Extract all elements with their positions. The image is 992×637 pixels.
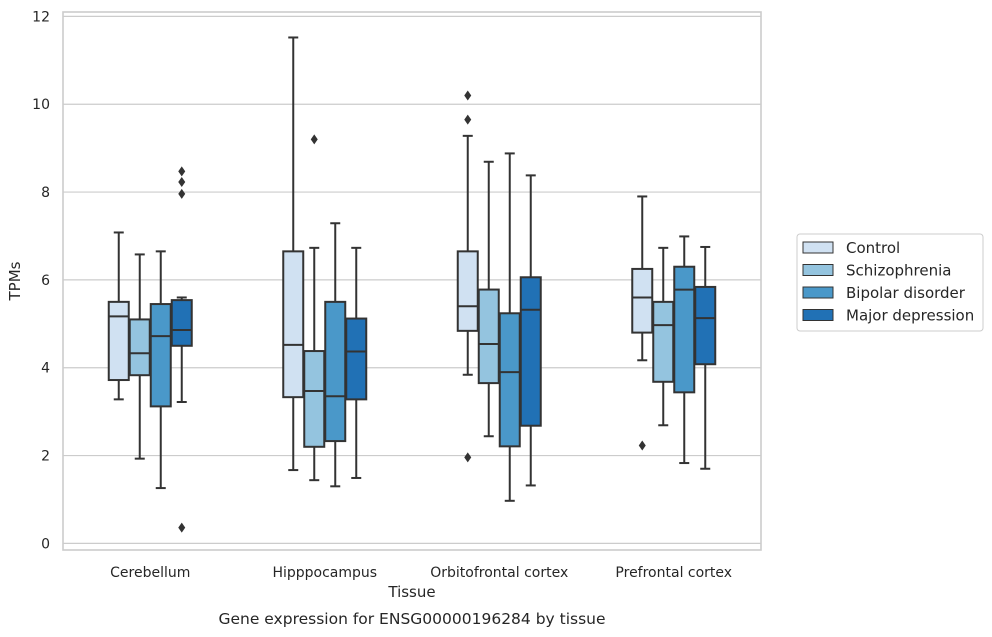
iqr-box <box>673 265 696 394</box>
iqr-box <box>128 318 151 377</box>
plot-background <box>63 12 761 550</box>
y-gridlines <box>63 15 761 545</box>
iqr-box <box>324 300 347 443</box>
box-control <box>631 195 654 451</box>
legend-label: Bipolar disorder <box>846 284 966 302</box>
y-tick-label: 0 <box>41 536 50 552</box>
legend-swatch <box>802 241 834 254</box>
iqr-box <box>107 300 130 382</box>
box-major-depression <box>345 246 368 479</box>
iqr-box <box>477 288 500 385</box>
iqr-box <box>498 312 521 448</box>
x-tick-labels: Cerebellum Hipppocampus Orbitofrontal cort… <box>110 565 732 581</box>
iqr-box <box>652 300 675 383</box>
legend-swatch <box>802 286 834 299</box>
x-tick-label: Hipppocampus <box>272 565 377 581</box>
outlier-point <box>464 114 472 125</box>
y-tick-label: 10 <box>32 97 50 113</box>
legend: Control Schizophrenia Bipolar disorder Majo… <box>796 233 984 332</box>
legend-label: Control <box>846 239 900 257</box>
iqr-box <box>631 267 654 334</box>
iqr-box <box>303 350 326 448</box>
iqr-box <box>282 250 305 399</box>
outlier-point <box>178 522 186 533</box>
chart-caption: Gene expression for ENSG00000196284 by t… <box>218 610 605 628</box>
y-tick-labels: 0 2 4 6 8 10 12 <box>32 9 50 552</box>
outlier-point <box>310 134 318 145</box>
iqr-box <box>149 303 172 408</box>
y-axis-title: TPMs <box>6 261 24 301</box>
y-tick-label: 6 <box>41 273 50 289</box>
iqr-box <box>345 317 368 401</box>
outlier-point <box>178 166 186 177</box>
box-control <box>107 231 130 401</box>
y-tick-label: 2 <box>41 449 50 465</box>
x-tick-label: Orbitofrontal cortex <box>430 565 568 581</box>
x-axis-title: Tissue <box>387 583 435 601</box>
box-major-depression <box>519 174 542 487</box>
iqr-box <box>519 276 542 427</box>
boxes-layer <box>107 36 717 533</box>
box-schizophrenia <box>477 160 500 438</box>
box-schizophrenia <box>652 246 675 427</box>
iqr-box <box>456 250 479 332</box>
y-tick-label: 12 <box>32 9 50 25</box>
outlier-point <box>178 188 186 199</box>
iqr-box <box>170 299 193 347</box>
legend-swatch <box>802 264 834 276</box>
plot-frame <box>62 11 762 551</box>
box-major-depression <box>170 166 193 533</box>
iqr-box <box>694 285 717 366</box>
box-major-depression <box>694 245 717 470</box>
y-tick-label: 4 <box>41 361 50 377</box>
outlier-point <box>464 452 472 463</box>
x-tick-label: Cerebellum <box>110 565 190 581</box>
outlier-point <box>638 440 646 451</box>
outlier-point <box>464 90 472 101</box>
legend-swatch <box>802 309 834 321</box>
x-tick-label: Prefrontal cortex <box>615 565 732 581</box>
legend-label: Schizophrenia <box>846 262 951 280</box>
legend-frame <box>796 233 984 332</box>
y-tick-label: 8 <box>41 185 50 201</box>
legend-label: Major depression <box>846 307 974 325</box>
outlier-point <box>178 176 186 187</box>
box-schizophrenia <box>128 253 151 460</box>
box-control <box>282 36 305 472</box>
box-bipolar-disorder <box>149 250 172 490</box>
